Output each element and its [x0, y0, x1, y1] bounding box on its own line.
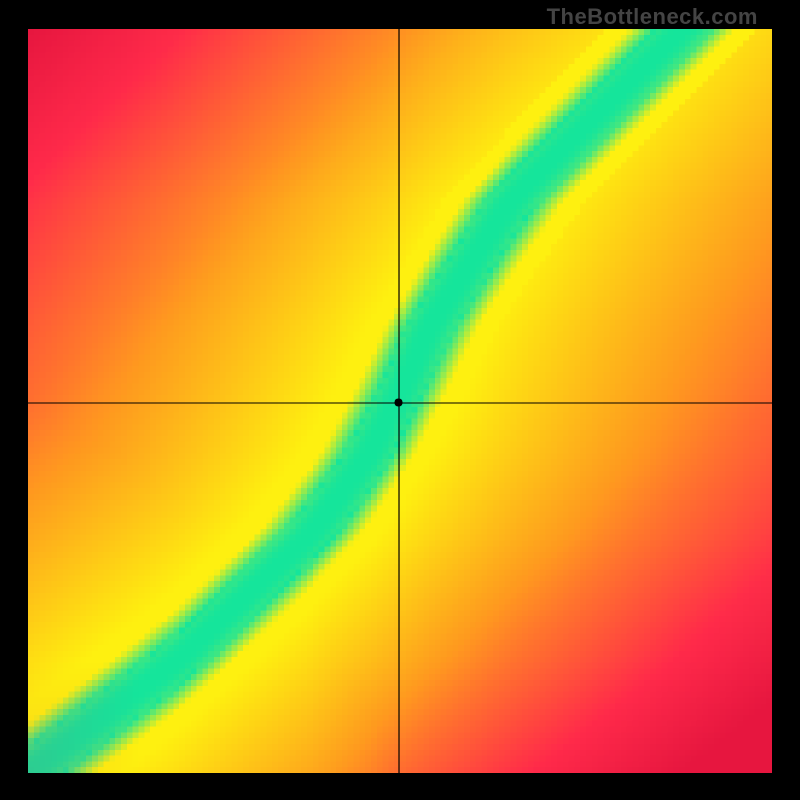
watermark-text: TheBottleneck.com — [547, 4, 758, 30]
chart-container: { "watermark": "TheBottleneck.com", "cha… — [0, 0, 800, 800]
crosshair-overlay — [28, 29, 772, 773]
